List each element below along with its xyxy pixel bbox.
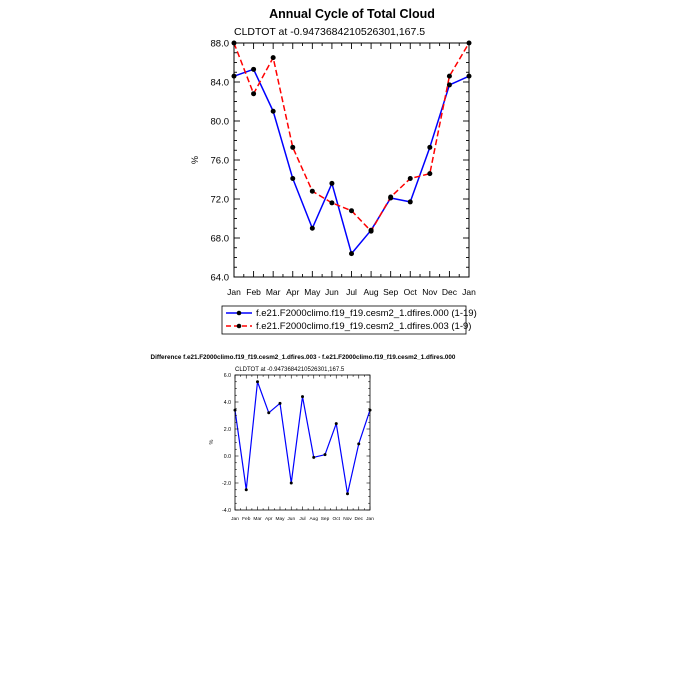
x-tick-label: Dec (442, 287, 458, 297)
chart-title: Annual Cycle of Total Cloud (269, 7, 435, 21)
data-point-series-2 (290, 144, 296, 150)
x-tick-label: Nov (422, 287, 438, 297)
data-point-series-1 (290, 176, 296, 182)
x-tick-label: Aug (309, 516, 318, 522)
y-tick-label: 88.0 (211, 38, 230, 49)
legend-marker-series-1 (236, 310, 242, 316)
y-tick-label: 64.0 (211, 272, 230, 283)
data-point-series-2 (309, 188, 315, 194)
data-point-series-1 (334, 422, 338, 426)
difference-chart: Difference f.e21.F2000climo.f19_f19.cesm… (151, 354, 456, 522)
data-point-series-1 (256, 380, 259, 384)
x-tick-label: May (304, 287, 321, 297)
data-point-series-1 (309, 225, 315, 231)
difference-y-axis-label: % (209, 439, 215, 444)
y-tick-label: 84.0 (211, 77, 230, 88)
data-point-series-1 (278, 401, 282, 405)
data-point-series-1 (301, 395, 304, 399)
legend-box (221, 305, 467, 335)
difference-subtitle: CLDTOT at -0.9473684210526301,167.5 (235, 367, 345, 373)
data-point-series-1 (312, 455, 316, 459)
series-line-1 (233, 68, 470, 255)
legend-label-series-1: f.e21.F2000climo.f19_f19.cesm2_1.dfires.… (256, 308, 477, 319)
data-point-series-1 (270, 108, 276, 114)
data-point-series-2 (251, 91, 257, 97)
x-tick-label: Jan (227, 287, 241, 297)
data-point-series-1 (289, 481, 293, 485)
legend-label-series-2: f.e21.F2000climo.f19_f19.cesm2_1.dfires.… (256, 321, 471, 332)
x-tick-label: Mar (266, 287, 281, 297)
data-point-series-2 (270, 55, 276, 61)
y-tick-label: 0.0 (224, 454, 231, 460)
x-tick-label: Sep (383, 287, 398, 297)
data-point-series-2 (329, 200, 335, 206)
data-point-series-2 (446, 73, 452, 79)
x-tick-label: Nov (343, 516, 352, 522)
y-tick-label: 2.0 (224, 427, 231, 433)
x-tick-label: Jul (346, 287, 357, 297)
data-point-series-1 (446, 82, 452, 88)
y-tick-label: 6.0 (224, 373, 231, 379)
y-tick-label: 80.0 (211, 116, 230, 127)
x-tick-label: Mar (253, 516, 262, 522)
data-point-series-1 (407, 199, 413, 205)
x-tick-label: Jan (231, 516, 239, 522)
data-point-series-2 (368, 228, 374, 234)
data-point-series-2 (407, 176, 413, 182)
x-tick-label: Jul (299, 516, 305, 522)
y-tick-label: -2.0 (222, 481, 231, 487)
x-tick-label: Dec (354, 516, 363, 522)
x-tick-label: Aug (364, 287, 379, 297)
y-tick-label: 68.0 (211, 233, 230, 244)
data-point-series-2 (388, 194, 394, 200)
x-tick-label: Jan (462, 287, 476, 297)
data-point-series-2 (427, 171, 433, 177)
y-tick-label: -4.0 (222, 508, 231, 514)
chart-subtitle: CLDTOT at -0.9473684210526301,167.5 (234, 26, 425, 38)
plot-frame (233, 42, 470, 278)
x-tick-label: Oct (333, 516, 341, 522)
x-tick-label: Feb (246, 287, 261, 297)
x-tick-label: Jan (366, 516, 374, 522)
data-point-series-1 (346, 492, 349, 496)
data-point-series-1 (329, 180, 335, 186)
x-tick-label: Sep (321, 516, 330, 522)
difference-plot-frame (234, 374, 371, 511)
y-tick-label: 4.0 (224, 400, 231, 406)
data-point-series-1 (357, 442, 361, 446)
x-tick-label: Oct (404, 287, 418, 297)
data-point-series-1 (427, 144, 433, 150)
data-point-series-2 (349, 208, 354, 214)
series-line-1 (234, 381, 371, 495)
y-tick-label: 72.0 (211, 194, 230, 205)
x-tick-label: May (275, 516, 285, 522)
data-point-series-1 (349, 251, 354, 257)
y-axis-label: % (190, 156, 200, 164)
legend-marker-series-2 (236, 323, 242, 329)
x-tick-label: Jun (287, 516, 295, 522)
legend: f.e21.F2000climo.f19_f19.cesm2_1.dfires.… (221, 305, 477, 335)
data-point-series-1 (244, 488, 248, 492)
x-tick-label: Feb (242, 516, 251, 522)
data-point-series-1 (251, 66, 257, 72)
annual-cycle-chart: Annual Cycle of Total Cloud CLDTOT at -0… (190, 7, 476, 297)
x-tick-label: Apr (265, 516, 273, 522)
difference-title: Difference f.e21.F2000climo.f19_f19.cesm… (151, 354, 456, 361)
y-tick-label: 76.0 (211, 155, 230, 166)
data-point-series-1 (323, 453, 327, 457)
x-tick-label: Jun (325, 287, 339, 297)
x-tick-label: Apr (286, 287, 299, 297)
data-point-series-1 (267, 411, 271, 415)
